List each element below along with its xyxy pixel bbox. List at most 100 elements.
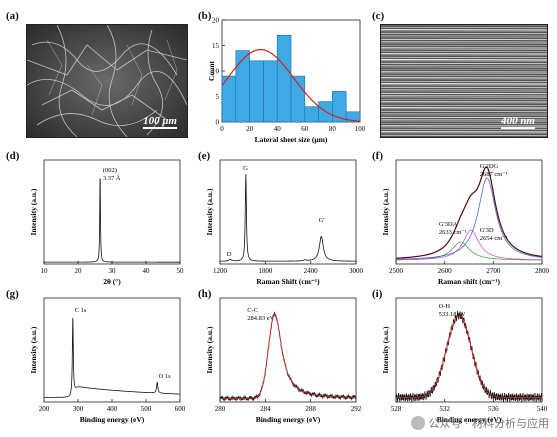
wechat-icon xyxy=(410,416,425,430)
annotation-h-0: C-C xyxy=(247,307,258,314)
y-tick-label-b-2: 10 xyxy=(212,68,220,76)
sem-image-a: 100 μm xyxy=(26,24,188,138)
x-tick-label-e-2: 2400 xyxy=(304,267,319,275)
annotation-h-1: 284.83 eV xyxy=(247,315,274,322)
x-tick-label-g-1: 300 xyxy=(73,405,84,413)
raw-data-h xyxy=(219,311,357,402)
scale-bar-a-line xyxy=(143,127,177,129)
spectrum-line-i xyxy=(396,314,542,398)
plot-frame-f xyxy=(395,159,543,265)
plot-frame-h xyxy=(219,297,357,403)
sem-texture-a xyxy=(27,25,187,137)
spectrum-line-e xyxy=(220,174,356,262)
x-axis-label-b: Lateral sheet size (μm) xyxy=(255,135,328,144)
x-axis-label-i: Binding energy (eV) xyxy=(437,415,502,424)
y-tick-label-b-4: 20 xyxy=(212,17,220,25)
raw-data-i xyxy=(395,311,543,402)
x-tick-label-g-3: 500 xyxy=(141,405,152,413)
fit-component-3d xyxy=(395,229,542,261)
x-axis-label-d: 2θ (°) xyxy=(103,277,121,286)
panel-label-d: (d) xyxy=(6,150,20,162)
y-axis-label-b: Count xyxy=(207,60,216,81)
x-tick-label-d-3: 40 xyxy=(143,267,151,275)
panel-label-f: (f) xyxy=(372,150,383,162)
histogram-bar-3 xyxy=(263,60,278,123)
scale-bar-a: 100 μm xyxy=(143,115,177,129)
annotation-f-4: G'3D xyxy=(480,227,494,234)
xps-c1s-chart-h: 280 284 288 292 Binding energy (eV) Intensity… xyxy=(205,297,362,424)
annotation-f-0: G'2DG xyxy=(480,163,499,170)
x-tick-label-e-1: 1800 xyxy=(258,267,273,275)
y-axis-label-e: Intensity (a.u.) xyxy=(205,188,214,235)
plot-frame-i xyxy=(395,297,543,403)
spectrum-line-f xyxy=(395,166,543,259)
x-tick-label-e-3: 3000 xyxy=(349,267,364,275)
y-axis-label-g: Intensity (a.u.) xyxy=(29,326,38,373)
fit-component-2dg xyxy=(395,177,543,260)
scale-bar-a-label: 100 μm xyxy=(143,115,177,127)
annotation-e-0: D xyxy=(227,251,232,258)
x-tick-label-b-4: 80 xyxy=(329,125,337,133)
raman-chart-e: 1200 1800 2400 3000 Raman Shift (cm⁻¹) Intens… xyxy=(205,159,364,286)
y-tick-label-b-0: 0 xyxy=(216,119,220,127)
panel-label-g: (g) xyxy=(6,288,19,300)
x-tick-label-d-0: 10 xyxy=(41,267,49,275)
x-tick-label-i-0: 528 xyxy=(391,405,402,413)
histogram-bar-4 xyxy=(276,34,292,123)
annotation-g-1: O 1s xyxy=(159,373,172,380)
y-tick-label-b-3: 15 xyxy=(212,42,220,50)
histogram-bar-2 xyxy=(249,60,264,123)
x-tick-label-i-2: 536 xyxy=(488,405,499,413)
annotation-f-1: 2687 cm⁻¹ xyxy=(480,171,508,178)
x-tick-label-e-0: 1200 xyxy=(213,267,228,275)
x-tick-label-b-5: 100 xyxy=(355,125,366,133)
x-axis-label-g: Binding energy (eV) xyxy=(80,415,145,424)
x-tick-label-g-0: 200 xyxy=(39,405,50,413)
scale-bar-c: 400 nm xyxy=(501,115,535,129)
x-tick-label-h-2: 288 xyxy=(305,405,316,413)
panel-label-b: (b) xyxy=(198,10,212,22)
fit-curve-b xyxy=(221,48,361,122)
sem-image-c: 400 nm xyxy=(380,24,548,138)
annotation-e-1: G xyxy=(243,165,248,172)
scale-bar-c-line xyxy=(501,127,535,129)
x-tick-label-g-2: 400 xyxy=(107,405,118,413)
annotation-f-5: 2654 cm⁻¹ xyxy=(480,235,508,242)
y-axis-label-d: Intensity (a.u.) xyxy=(29,188,38,235)
annotation-f-2: G'3DA xyxy=(439,221,458,228)
watermark: 公众号 · 材料分析与应用 xyxy=(410,415,550,431)
x-axis-label-h: Binding energy (eV) xyxy=(256,415,321,424)
annotation-f-3: 2633 cm⁻¹ xyxy=(439,229,467,236)
x-tick-label-b-3: 60 xyxy=(301,125,309,133)
xps-survey-chart-g: 200 300 400 500 600 Binding energy (eV) Intens… xyxy=(29,297,186,424)
x-tick-label-i-3: 540 xyxy=(537,405,548,413)
histogram-bar-9 xyxy=(345,111,361,123)
x-tick-label-h-0: 280 xyxy=(215,405,226,413)
raman-fit-chart-f: 2500 2600 2700 2800 Raman shift (cm⁻¹) Intens… xyxy=(381,159,550,286)
x-tick-label-d-1: 20 xyxy=(75,267,83,275)
panel-label-e: (e) xyxy=(198,150,211,162)
spectrum-line-h xyxy=(220,313,357,399)
y-axis-label-h: Intensity (a.u.) xyxy=(205,326,214,373)
xrd-chart-d: 10 20 30 40 50 2θ (°) Intensity (a.u.) (002)3.3… xyxy=(29,159,185,286)
x-tick-label-f-3: 2800 xyxy=(535,267,550,275)
watermark-text: 公众号 · 材料分析与应用 xyxy=(428,417,550,430)
y-tick-label-b-1: 5 xyxy=(216,93,220,101)
annotation-i-0: O-H xyxy=(439,303,451,310)
panel-label-a: (a) xyxy=(6,10,19,22)
x-tick-label-f-0: 2500 xyxy=(389,267,404,275)
x-tick-label-h-3: 292 xyxy=(351,405,362,413)
y-axis-label-i: Intensity (a.u.) xyxy=(381,326,390,373)
x-tick-label-g-4: 600 xyxy=(175,405,186,413)
y-axis-label-f: Intensity (a.u.) xyxy=(381,188,390,235)
x-tick-label-d-4: 50 xyxy=(177,267,185,275)
histogram-bar-8 xyxy=(332,91,347,123)
x-tick-label-f-2: 2700 xyxy=(486,267,501,275)
x-tick-label-b-2: 40 xyxy=(274,125,282,133)
x-axis-label-f: Raman shift (cm⁻¹) xyxy=(438,277,501,286)
annotation-e-2: G' xyxy=(319,217,325,224)
histogram-bar-6 xyxy=(304,106,319,123)
panel-label-h: (h) xyxy=(198,288,212,300)
xps-o1s-chart-i: 528 532 536 540 Binding energy (eV) Intensity… xyxy=(381,297,548,424)
plot-frame-e xyxy=(219,159,357,265)
